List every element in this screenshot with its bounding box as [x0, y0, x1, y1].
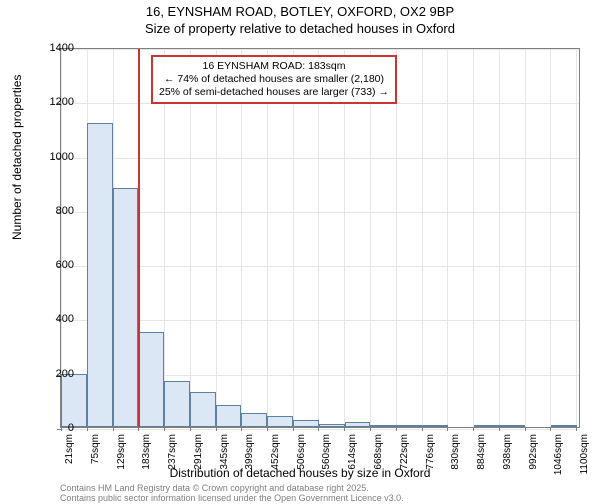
histogram-bar: [138, 332, 164, 427]
histogram-bar: [61, 374, 87, 427]
plot-region: 16 EYNSHAM ROAD: 183sqm← 74% of detached…: [60, 48, 580, 428]
histogram-bar: [499, 425, 525, 427]
gridline-v: [550, 49, 551, 427]
title-line2: Size of property relative to detached ho…: [0, 21, 600, 38]
ytick-label: 1200: [34, 96, 74, 108]
annotation-box: 16 EYNSHAM ROAD: 183sqm← 74% of detached…: [151, 55, 397, 104]
gridline-v: [396, 49, 397, 427]
footer-line2: Contains public sector information licen…: [60, 493, 404, 503]
xtick-label: 345sqm: [219, 434, 230, 470]
xtick-mark: [370, 427, 371, 431]
xtick-mark: [113, 427, 114, 431]
ytick-label: 600: [34, 259, 74, 271]
xtick-mark: [422, 427, 423, 431]
xtick-label: 237sqm: [167, 434, 178, 470]
xtick-label: 1100sqm: [579, 434, 590, 474]
histogram-bar: [551, 425, 577, 427]
histogram-bar: [396, 425, 422, 427]
histogram-bar: [87, 123, 113, 427]
ytick-label: 200: [34, 368, 74, 380]
histogram-bar: [370, 425, 396, 427]
histogram-bar: [113, 188, 139, 427]
xtick-label: 668sqm: [373, 434, 384, 470]
xtick-mark: [550, 427, 551, 431]
gridline-v: [241, 49, 242, 427]
xtick-mark: [138, 427, 139, 431]
xtick-label: 1046sqm: [553, 434, 564, 475]
annotation-line1: 16 EYNSHAM ROAD: 183sqm: [159, 60, 389, 73]
xtick-label: 884sqm: [476, 434, 487, 470]
gridline-v: [216, 49, 217, 427]
y-axis-label: Number of detached properties: [10, 75, 24, 240]
histogram-bar: [216, 405, 242, 427]
xtick-mark: [216, 427, 217, 431]
gridline-v: [344, 49, 345, 427]
xtick-mark: [473, 427, 474, 431]
histogram-bar: [345, 422, 371, 427]
annotation-line3: 25% of semi-detached houses are larger (…: [159, 86, 389, 99]
histogram-bar: [164, 381, 190, 427]
ytick-label: 0: [34, 422, 74, 434]
annotation-line2: ← 74% of detached houses are smaller (2,…: [159, 73, 389, 86]
xtick-mark: [396, 427, 397, 431]
ytick-label: 1000: [34, 151, 74, 163]
gridline-v: [447, 49, 448, 427]
ytick-label: 400: [34, 313, 74, 325]
xtick-label: 722sqm: [399, 434, 410, 470]
xtick-mark: [447, 427, 448, 431]
xtick-label: 183sqm: [141, 434, 152, 470]
histogram-bar: [319, 424, 345, 427]
xtick-mark: [190, 427, 191, 431]
xtick-label: 776sqm: [425, 434, 436, 470]
title-line1: 16, EYNSHAM ROAD, BOTLEY, OXFORD, OX2 9B…: [0, 4, 600, 21]
gridline-v: [164, 49, 165, 427]
histogram-bar: [241, 413, 267, 427]
ytick-label: 1400: [34, 42, 74, 54]
xtick-label: 614sqm: [347, 434, 358, 470]
xtick-label: 21sqm: [64, 434, 75, 464]
gridline-v: [499, 49, 500, 427]
xtick-mark: [267, 427, 268, 431]
xtick-mark: [525, 427, 526, 431]
xtick-label: 560sqm: [321, 434, 332, 470]
gridline-v: [525, 49, 526, 427]
xtick-label: 75sqm: [90, 434, 101, 464]
xtick-label: 452sqm: [270, 434, 281, 470]
xtick-label: 506sqm: [296, 434, 307, 470]
gridline-v: [370, 49, 371, 427]
gridline-v: [318, 49, 319, 427]
footer-attribution: Contains HM Land Registry data © Crown c…: [60, 483, 404, 504]
xtick-mark: [293, 427, 294, 431]
xtick-label: 399sqm: [244, 434, 255, 470]
gridline-v: [473, 49, 474, 427]
xtick-mark: [576, 427, 577, 431]
xtick-mark: [344, 427, 345, 431]
gridline-v: [293, 49, 294, 427]
xtick-mark: [318, 427, 319, 431]
xtick-mark: [241, 427, 242, 431]
ytick-label: 800: [34, 205, 74, 217]
histogram-bar: [422, 425, 448, 427]
gridline-v: [190, 49, 191, 427]
xtick-mark: [499, 427, 500, 431]
chart-title: 16, EYNSHAM ROAD, BOTLEY, OXFORD, OX2 9B…: [0, 0, 600, 38]
histogram-bar: [190, 392, 216, 427]
xtick-label: 938sqm: [502, 434, 513, 470]
histogram-bar: [474, 425, 500, 427]
chart-area: 16 EYNSHAM ROAD: 183sqm← 74% of detached…: [60, 48, 580, 428]
histogram-bar: [267, 416, 293, 427]
xtick-label: 291sqm: [193, 434, 204, 470]
xtick-mark: [87, 427, 88, 431]
gridline-v: [422, 49, 423, 427]
histogram-bar: [293, 420, 319, 427]
gridline-v: [576, 49, 577, 427]
property-marker-line: [138, 49, 140, 427]
xtick-label: 992sqm: [528, 434, 539, 470]
gridline-v: [267, 49, 268, 427]
footer-line1: Contains HM Land Registry data © Crown c…: [60, 483, 404, 493]
xtick-mark: [164, 427, 165, 431]
xtick-label: 129sqm: [116, 434, 127, 470]
xtick-label: 830sqm: [450, 434, 461, 470]
